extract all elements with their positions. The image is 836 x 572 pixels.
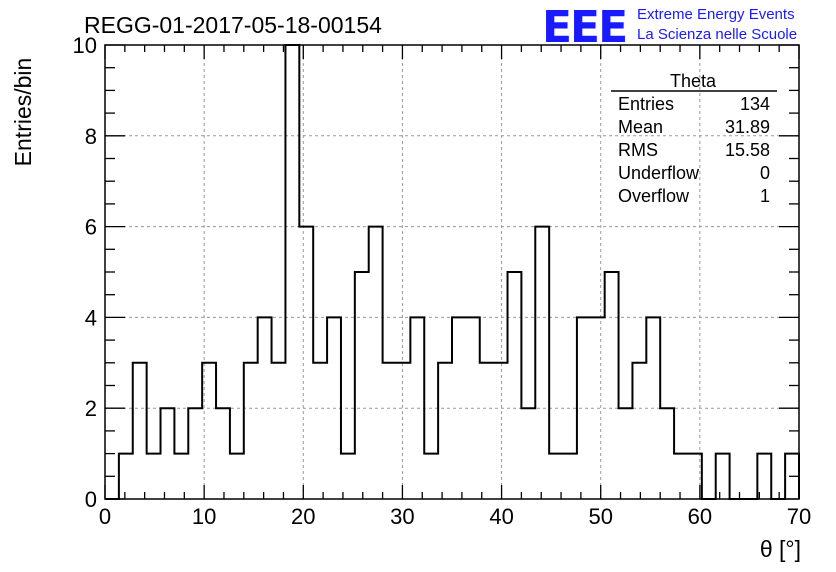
x-tick-label: 10: [192, 504, 216, 529]
stats-box: Theta Entries 134 Mean 31.89 RMS 15.58 Underfl…: [611, 71, 777, 206]
y-tick-label: 8: [85, 124, 97, 149]
x-tick-label: 50: [588, 504, 612, 529]
chart-title: REGG-01-2017-05-18-00154: [84, 12, 382, 38]
histogram-bin: [383, 363, 397, 499]
stats-title: Theta: [670, 71, 717, 91]
histogram-bin: [494, 363, 508, 499]
stats-label: RMS: [618, 140, 658, 160]
histogram-bin: [369, 227, 383, 499]
histogram-bin: [563, 454, 577, 499]
histogram-bin: [424, 454, 438, 499]
stats-label: Entries: [618, 94, 674, 114]
stats-label: Mean: [618, 117, 663, 137]
histogram-bin: [299, 227, 313, 499]
histogram-bin: [577, 317, 591, 499]
stats-label: Underflow: [618, 163, 700, 183]
histogram-bin: [272, 363, 286, 499]
histogram-bin: [396, 363, 410, 499]
stats-value: 15.58: [725, 140, 770, 160]
histogram-bin: [410, 317, 424, 499]
histogram-bin: [244, 363, 258, 499]
histogram-bin: [161, 408, 175, 499]
histogram-bin: [452, 317, 466, 499]
histogram-bin: [174, 454, 188, 499]
y-tick-labels: 0 2 4 6 8 10: [73, 33, 97, 512]
logo-line-2: La Scienza nelle Scuole: [637, 26, 797, 43]
histogram-bin: [605, 272, 619, 499]
histogram-bin: [327, 317, 341, 499]
histogram-bin: [216, 408, 230, 499]
y-tick-label: 2: [85, 396, 97, 421]
histogram-outline: [105, 44, 800, 500]
histogram-bin: [632, 363, 646, 499]
plot-frame: [104, 44, 800, 500]
x-axis-label: θ [°]: [760, 536, 801, 562]
x-tick-label: 0: [99, 504, 111, 529]
x-tick-label: 60: [688, 504, 712, 529]
x-tick-label: 30: [390, 504, 414, 529]
histogram-bin: [258, 317, 272, 499]
stats-label: Overflow: [618, 186, 690, 206]
histogram-bin: [521, 408, 535, 499]
stats-rows: Entries 134 Mean 31.89 RMS 15.58 Underflow 0 Ove…: [618, 94, 770, 206]
histogram-bin: [660, 408, 674, 499]
histogram-bin: [313, 363, 327, 499]
histogram-bin: [438, 363, 452, 499]
histogram-bin: [466, 317, 480, 499]
logo-line-1: Extreme Energy Events: [637, 6, 795, 23]
histogram-bin: [119, 454, 133, 499]
x-tick-labels: 0 10 20 30 40 50 60 70: [99, 504, 811, 529]
histogram-bin: [646, 317, 660, 499]
histogram-bin: [188, 408, 202, 499]
y-tick-label: 4: [85, 305, 97, 330]
histogram-bin: [202, 363, 216, 499]
histogram-bin: [508, 272, 522, 499]
stats-value: 1: [760, 186, 770, 206]
y-tick-label: 0: [85, 487, 97, 512]
histogram-bin: [480, 363, 494, 499]
histogram-bin: [619, 408, 633, 499]
x-tick-label: 20: [291, 504, 315, 529]
stats-value: 0: [760, 163, 770, 183]
histogram-bin: [230, 454, 244, 499]
y-axis-label: Entries/bin: [10, 58, 36, 167]
histogram-bin: [716, 454, 730, 499]
histogram-series: [105, 44, 800, 500]
stats-value: 31.89: [725, 117, 770, 137]
histogram-bin: [355, 272, 369, 499]
x-tick-label: 40: [489, 504, 513, 529]
histogram-bin: [674, 454, 688, 499]
stats-value: 134: [740, 94, 770, 114]
histogram-bin: [535, 227, 549, 499]
histogram-bin: [591, 317, 605, 499]
histogram-bin: [133, 363, 147, 499]
histogram-bin: [147, 454, 161, 499]
y-tick-label: 10: [73, 33, 97, 58]
x-tick-label: 70: [787, 504, 811, 529]
histogram-bin: [285, 45, 299, 499]
eee-logo: EEE Extreme Energy Events La Scienza nel…: [542, 2, 797, 53]
y-tick-label: 6: [85, 215, 97, 240]
